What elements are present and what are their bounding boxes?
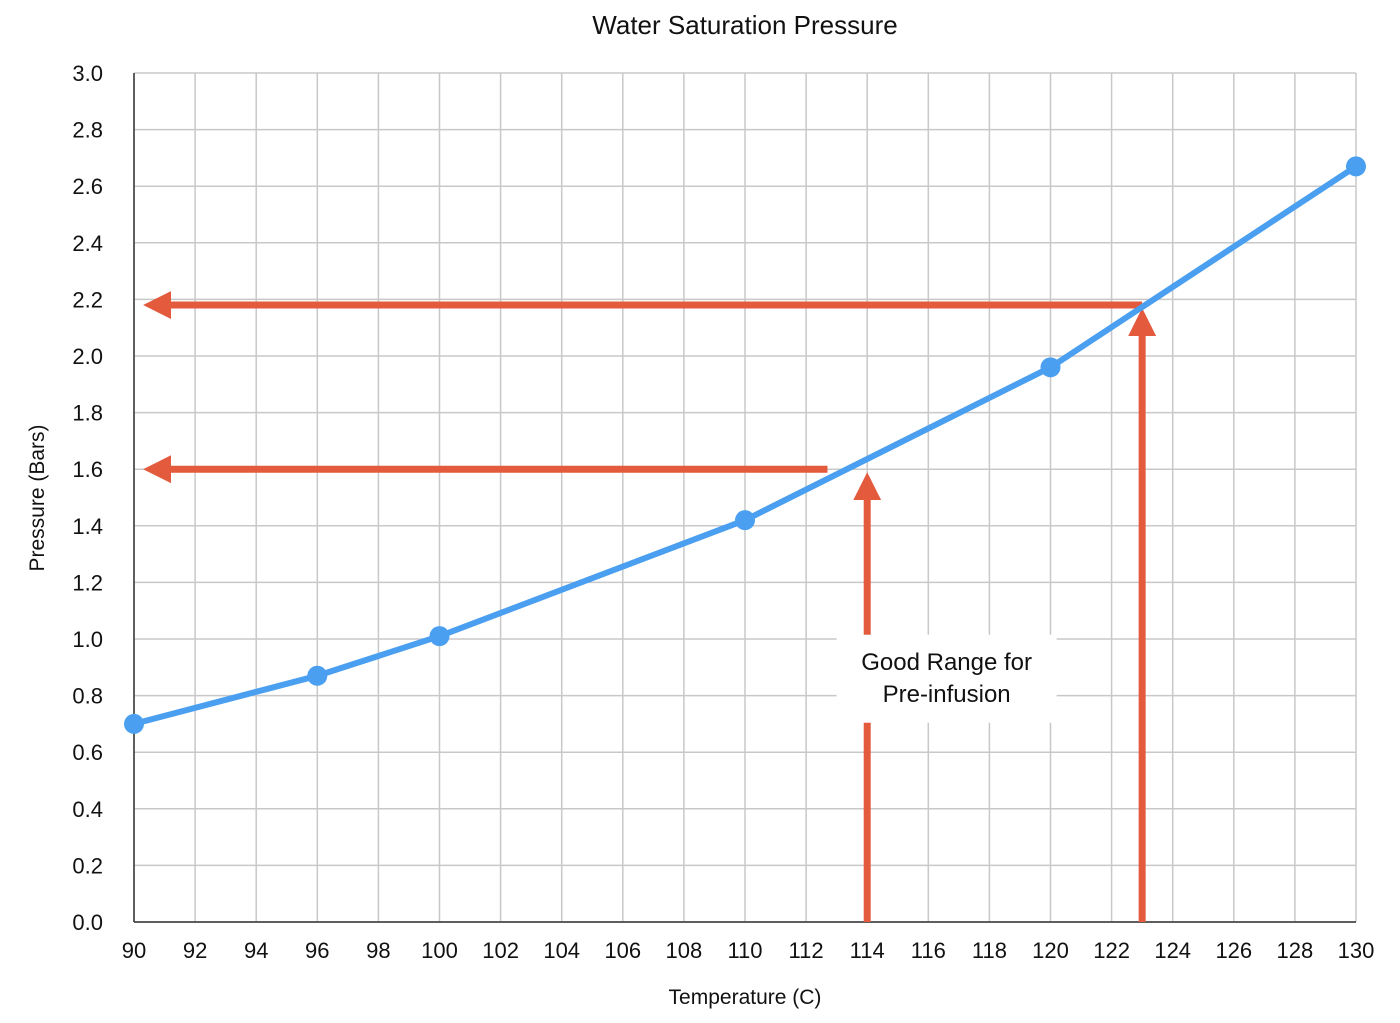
x-tick-label: 122 — [1093, 938, 1130, 963]
y-tick-label: 1.2 — [72, 570, 103, 595]
x-tick-label: 124 — [1154, 938, 1191, 963]
x-tick-label: 100 — [421, 938, 458, 963]
x-tick-label: 126 — [1215, 938, 1252, 963]
annotation-background — [836, 634, 1057, 723]
y-tick-label: 0.2 — [72, 853, 103, 878]
x-tick-label: 116 — [911, 938, 946, 963]
y-tick-label: 2.8 — [72, 118, 103, 143]
x-tick-label: 104 — [543, 938, 580, 963]
series-line — [131, 163, 1359, 727]
data-point — [1346, 156, 1366, 177]
x-tick-label: 98 — [366, 938, 390, 963]
y-tick-labels: 0.0 0.2 0.4 0.6 0.8 1.0 1.2 1.4 1.6 1.8 2.0 2.2 2.4 2… — [72, 61, 103, 935]
x-tick-label: 106 — [604, 938, 641, 963]
y-tick-label: 0.0 — [72, 910, 103, 935]
data-point — [307, 665, 328, 686]
x-tick-label: 94 — [244, 938, 268, 963]
x-tick-label: 102 — [482, 938, 519, 963]
y-tick-label: 1.6 — [72, 457, 103, 482]
y-axis-label: Pressure (Bars) — [26, 424, 49, 571]
y-tick-label: 3.0 — [72, 61, 103, 86]
x-tick-label: 92 — [183, 938, 207, 963]
x-tick-label: 120 — [1032, 938, 1069, 963]
x-tick-label: 112 — [789, 938, 824, 963]
y-tick-label: 2.6 — [72, 174, 103, 199]
x-tick-label: 110 — [727, 938, 762, 963]
data-point — [1040, 357, 1061, 378]
x-tick-label: 108 — [666, 938, 703, 963]
y-tick-label: 2.0 — [72, 344, 103, 369]
y-tick-label: 1.4 — [72, 514, 103, 539]
annotation-text-line1: Good Range for — [861, 649, 1032, 676]
y-tick-label: 2.2 — [72, 287, 103, 312]
y-tick-label: 0.8 — [72, 684, 103, 709]
axes — [133, 73, 1356, 923]
y-tick-label: 1.0 — [72, 627, 103, 652]
x-tick-labels: 90 92 94 96 98 100 102 104 106 108 110 112 114 116 118… — [122, 938, 1375, 963]
y-tick-label: 0.6 — [72, 740, 103, 765]
x-tick-label: 114 — [850, 938, 885, 963]
data-point — [124, 713, 144, 734]
x-tick-label: 90 — [122, 938, 146, 963]
x-axis-label: Temperature (C) — [669, 986, 822, 1009]
grid — [133, 72, 1357, 923]
y-tick-label: 0.4 — [72, 797, 103, 822]
y-tick-label: 1.8 — [72, 401, 103, 426]
series — [124, 156, 1366, 734]
y-tick-label: 2.4 — [72, 231, 103, 256]
x-tick-label: 130 — [1338, 938, 1375, 963]
data-point — [735, 510, 755, 531]
x-tick-label: 96 — [305, 938, 329, 963]
data-point — [429, 626, 450, 647]
chart-title: Water Saturation Pressure — [592, 10, 897, 40]
annotation-text-line2: Pre-infusion — [883, 681, 1011, 708]
x-tick-label: 128 — [1277, 938, 1314, 963]
x-tick-label: 118 — [972, 938, 1007, 963]
